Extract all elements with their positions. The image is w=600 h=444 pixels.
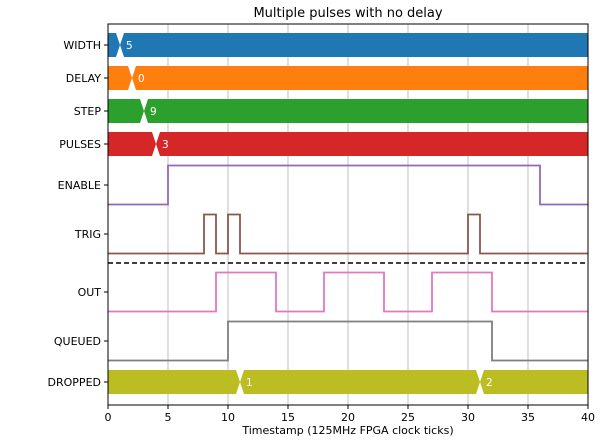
bus-value-label: 2 <box>486 377 493 389</box>
signal-out <box>108 271 588 313</box>
signal-trig <box>108 213 588 255</box>
bus-band <box>108 132 588 156</box>
bus-value-label: 0 <box>138 73 145 85</box>
signal-name-label: PULSES <box>59 138 101 151</box>
signal-step: 9 <box>108 99 588 123</box>
signal-name-label: OUT <box>78 286 102 299</box>
x-tick-label: 25 <box>401 411 415 424</box>
signal-labels: WIDTH DELAY STEP PULSES ENABLE TRIG OUT QUEUED D… <box>48 39 108 389</box>
signal-trace <box>108 164 588 206</box>
signal-name-label: ENABLE <box>58 179 101 192</box>
x-axis-label: Timestamp (125MHz FPGA clock ticks) <box>241 424 453 437</box>
signal-name-label: DROPPED <box>48 376 101 389</box>
signal-trace <box>108 320 588 362</box>
signal-name-label: TRIG <box>74 228 101 241</box>
x-tick-label: 30 <box>461 411 475 424</box>
bus-band <box>108 66 588 90</box>
bus-band <box>108 33 588 57</box>
signal-trace <box>108 213 588 255</box>
x-tick-label: 40 <box>581 411 595 424</box>
bus-band <box>108 370 588 394</box>
x-tick-label: 0 <box>105 411 112 424</box>
signal-pulses: 3 <box>108 132 588 156</box>
signal-trace <box>108 271 588 313</box>
signal-name-label: DELAY <box>66 72 101 85</box>
signal-queued <box>108 320 588 362</box>
bus-value-label: 3 <box>162 139 169 151</box>
x-axis-ticks: 0 5 10 15 20 25 30 35 40 <box>105 405 595 424</box>
bus-value-label: 1 <box>246 377 253 389</box>
signal-name-label: QUEUED <box>54 335 101 348</box>
signal-delay: 0 <box>108 66 588 90</box>
bus-value-label: 5 <box>126 40 133 52</box>
signal-name-label: STEP <box>74 105 102 118</box>
x-tick-label: 15 <box>281 411 295 424</box>
plot-frame <box>107 23 589 406</box>
signal-enable <box>108 164 588 206</box>
x-tick-label: 20 <box>341 411 355 424</box>
chart-title: Multiple pulses with no delay <box>253 6 442 21</box>
x-tick-label: 35 <box>521 411 535 424</box>
x-tick-label: 10 <box>221 411 235 424</box>
x-tick-label: 5 <box>165 411 172 424</box>
signal-width: 5 <box>108 33 588 57</box>
signal-name-label: WIDTH <box>63 39 101 52</box>
bus-band <box>108 99 588 123</box>
bus-value-label: 9 <box>150 106 157 118</box>
